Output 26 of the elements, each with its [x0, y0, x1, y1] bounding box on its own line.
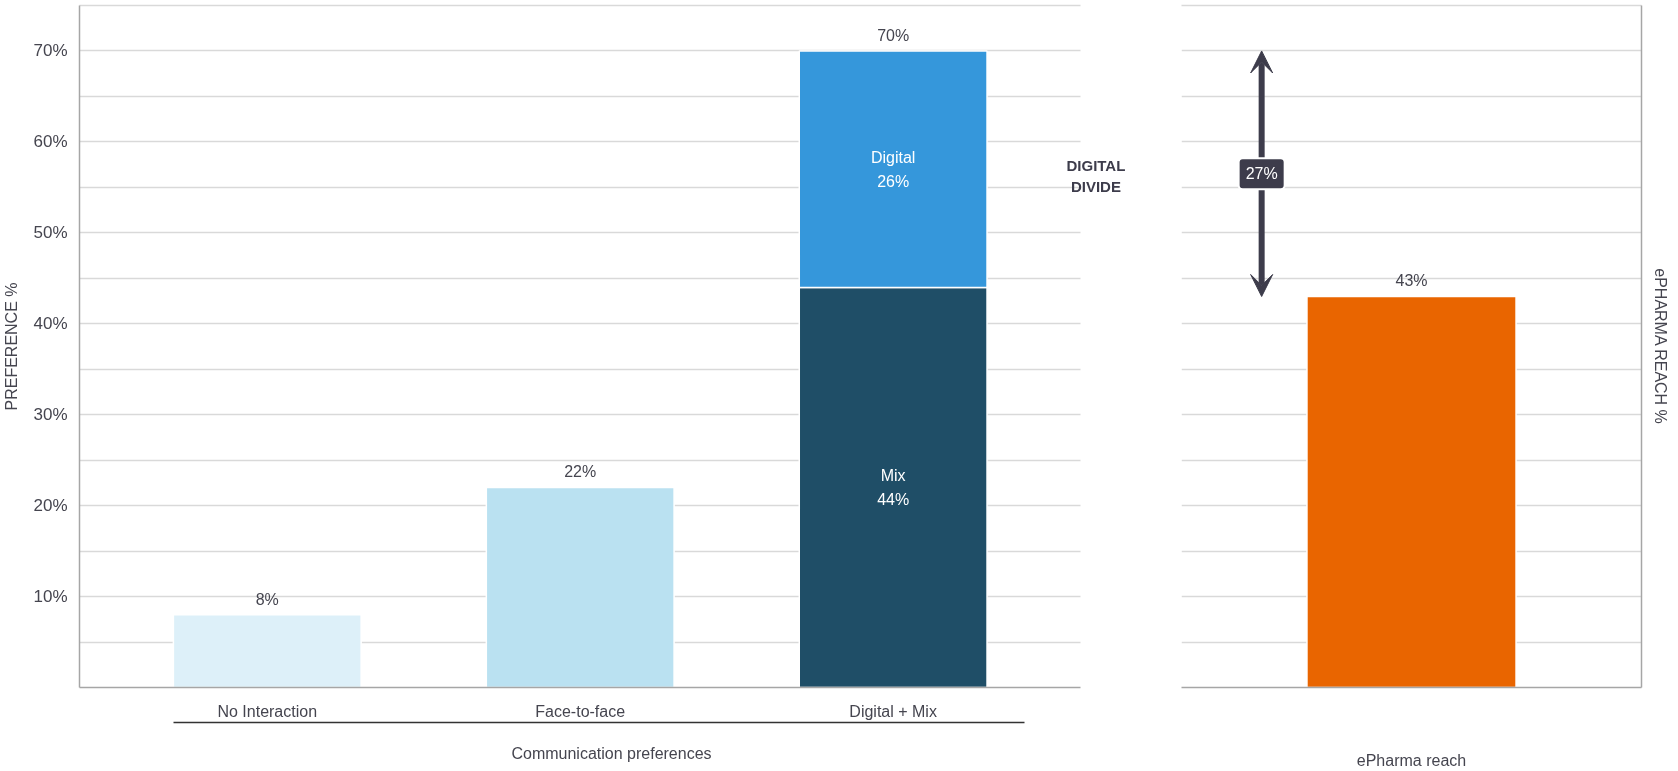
y-tick-label: 30%	[33, 405, 68, 425]
y-axis-title: PREFERENCE %	[3, 282, 21, 411]
data-label: 43%	[1395, 272, 1428, 290]
annotation: 27%	[1245, 165, 1278, 183]
y-tick-label: 40%	[33, 314, 68, 334]
y-axis-title: ePHARMA REACH %	[1651, 268, 1669, 424]
y-tick-label: 60%	[33, 132, 68, 152]
series-label: Mix	[880, 466, 906, 484]
total-label: 70%	[877, 26, 910, 44]
data-label: 44%	[877, 490, 910, 508]
y-tick-label: 50%	[33, 223, 68, 243]
y-tick-label: 20%	[33, 496, 68, 516]
x-tick-label: No Interaction	[217, 702, 318, 720]
y-tick-label: 10%	[33, 587, 68, 607]
x-tick-label: Face-to-face	[535, 702, 626, 720]
data-label: 26%	[877, 172, 910, 190]
series-label: Digital	[870, 148, 916, 166]
annotation: DIGITAL DIVIDE	[1066, 157, 1126, 195]
bar	[485, 486, 675, 688]
total-label: 22%	[564, 463, 597, 481]
x-tick-label: Digital + Mix	[849, 702, 937, 720]
x-axis-title: Communication preferences	[511, 744, 712, 762]
x-axis-title: ePharma reach	[1356, 751, 1467, 769]
bar	[172, 614, 362, 688]
total-label: 8%	[255, 590, 279, 608]
y-tick-label: 70%	[33, 41, 68, 61]
